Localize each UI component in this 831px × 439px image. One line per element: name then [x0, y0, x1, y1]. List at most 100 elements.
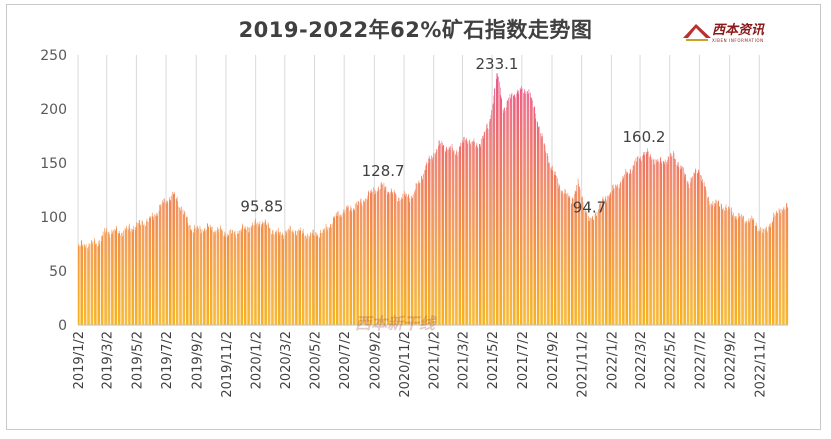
bar — [268, 224, 269, 325]
bar — [751, 215, 753, 325]
bar — [348, 206, 349, 325]
bar — [387, 192, 389, 325]
bar — [237, 230, 239, 325]
bar — [309, 238, 310, 325]
bar — [469, 143, 471, 325]
bar — [274, 234, 276, 325]
bar — [139, 224, 141, 325]
bar — [187, 217, 188, 325]
bar — [135, 230, 137, 325]
bar — [711, 206, 713, 325]
bar — [384, 190, 386, 325]
bar — [773, 214, 775, 325]
bar — [358, 201, 359, 325]
bar — [384, 186, 385, 325]
bar — [702, 178, 703, 325]
bar — [149, 217, 150, 325]
bar — [231, 233, 232, 325]
bar — [508, 97, 509, 325]
bar — [726, 208, 727, 325]
bar — [308, 235, 310, 325]
bar — [261, 223, 263, 325]
bar — [189, 225, 191, 325]
bar — [643, 154, 645, 325]
bar — [642, 155, 644, 325]
bar — [240, 229, 242, 325]
bar — [313, 234, 315, 325]
bar — [85, 244, 87, 325]
bar — [660, 158, 661, 325]
bar — [243, 228, 245, 325]
bar — [502, 109, 504, 326]
bar — [85, 246, 86, 325]
bar — [452, 151, 454, 325]
bar — [717, 202, 719, 325]
bar — [108, 233, 109, 325]
bar — [272, 229, 274, 325]
bar — [608, 195, 610, 325]
bar — [578, 183, 579, 325]
bar — [601, 203, 603, 325]
bar — [204, 229, 205, 325]
bar — [213, 234, 215, 325]
bar — [169, 199, 171, 325]
bar — [662, 160, 664, 325]
bar — [670, 153, 671, 325]
bar — [388, 193, 390, 325]
bar — [81, 239, 83, 325]
bar — [479, 144, 481, 325]
bar — [729, 208, 731, 325]
bar — [364, 202, 365, 325]
bar — [694, 172, 696, 325]
bar — [677, 165, 678, 325]
bar — [608, 197, 610, 325]
bar — [664, 162, 666, 325]
data-label: 94.7 — [573, 199, 606, 217]
bar — [705, 186, 706, 325]
bar — [487, 128, 488, 325]
bar — [408, 198, 410, 325]
bar — [247, 226, 248, 325]
bar — [615, 184, 616, 325]
x-tick-label: 2019/5/2 — [130, 331, 145, 389]
bar — [322, 229, 324, 325]
bar — [327, 226, 329, 325]
bar — [292, 231, 293, 325]
bar — [477, 148, 479, 325]
x-tick-label: 2019/9/2 — [190, 331, 205, 389]
bar — [327, 229, 328, 325]
bar — [179, 207, 181, 325]
bar — [305, 235, 306, 325]
bar — [759, 231, 760, 325]
bar — [727, 210, 729, 325]
bar — [640, 156, 641, 325]
y-tick-label: 50 — [49, 264, 67, 280]
bar — [609, 194, 611, 325]
bar — [681, 168, 683, 325]
bar — [115, 225, 117, 325]
bar — [494, 88, 495, 325]
bar — [126, 226, 127, 325]
bar — [306, 239, 307, 325]
x-tick-label: 2020/5/2 — [309, 331, 324, 389]
bar — [592, 219, 594, 325]
bar — [262, 222, 264, 325]
bar — [91, 240, 92, 325]
bar — [300, 230, 302, 325]
bar — [235, 237, 237, 325]
bar — [310, 232, 311, 325]
bar — [315, 232, 317, 325]
bar — [610, 193, 611, 325]
bar — [218, 228, 220, 325]
bar — [633, 165, 635, 325]
bar — [385, 186, 387, 325]
bar — [480, 138, 482, 325]
bar — [146, 221, 147, 325]
bar — [160, 204, 162, 325]
bar — [450, 146, 451, 325]
bar — [269, 228, 271, 325]
bar — [543, 143, 545, 325]
bar — [80, 245, 82, 325]
bar-series — [78, 73, 789, 326]
bar — [259, 224, 260, 325]
